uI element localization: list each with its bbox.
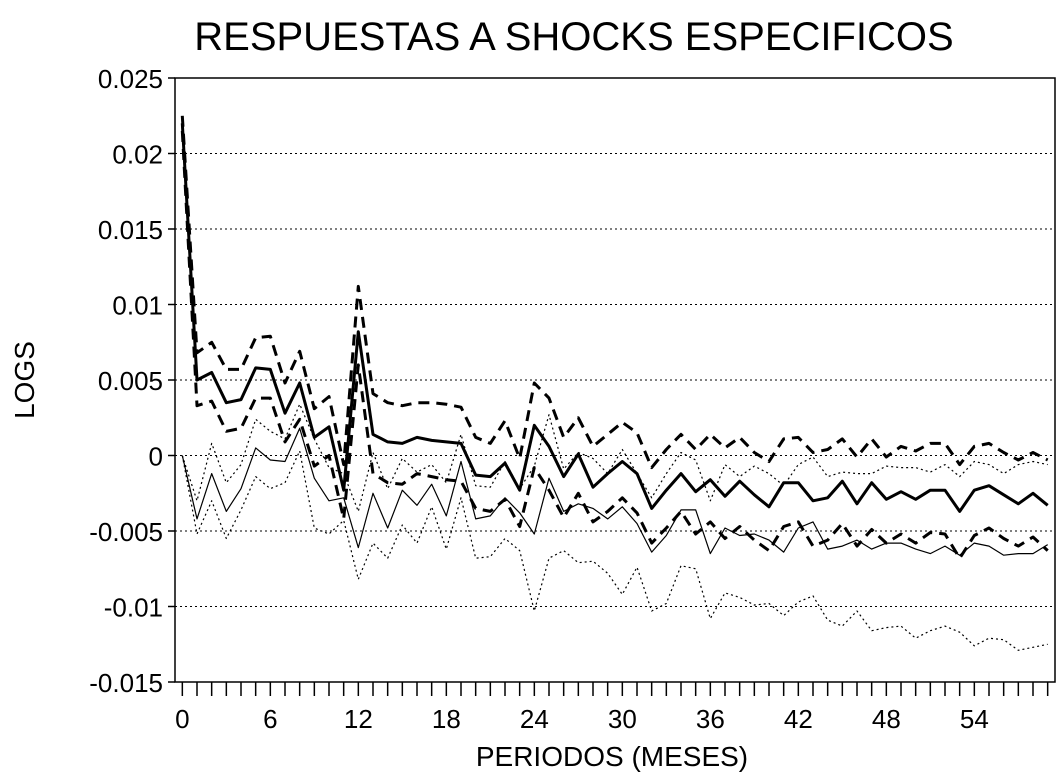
series-line-3-thick-dashed (180, 130, 1049, 560)
gridlines (175, 153, 1055, 607)
y-tick-label: 0.015 (98, 215, 163, 245)
chart-title: RESPUESTAS A SHOCKS ESPECIFICOS (194, 15, 953, 59)
x-tick-label: 18 (432, 704, 461, 734)
y-tick-label: 0.025 (98, 64, 163, 94)
series-lines (180, 115, 1049, 651)
y-tick-label: 0.005 (98, 366, 163, 396)
x-tick-label: 12 (344, 704, 373, 734)
y-tick-label: -0.01 (104, 593, 163, 623)
x-axis-label: PERIODOS (MESES) (476, 741, 748, 772)
x-tick-label: 0 (175, 704, 189, 734)
series-line-6-thin-dotted (181, 403, 1048, 512)
x-tick-label: 54 (960, 704, 989, 734)
x-tick-label: 36 (696, 704, 725, 734)
series-line-2-thick-dashed (180, 115, 1049, 470)
y-axis-ticks: 0.025 0.02 0.015 0.01 0.005 0 -0.005 -0.01 -0.01… (89, 64, 175, 698)
series-line-5-thin-dotted (181, 450, 1048, 651)
y-tick-label: 0 (149, 442, 163, 472)
plot-frame (174, 77, 1056, 683)
x-tick-label: 42 (784, 704, 813, 734)
y-tick-label: -0.005 (89, 517, 163, 547)
x-tick-label: 6 (263, 704, 277, 734)
x-tick-label: 48 (872, 704, 901, 734)
y-tick-label: 0.01 (112, 291, 163, 321)
y-axis-label: LOGS (9, 341, 40, 419)
x-tick-label: 30 (608, 704, 637, 734)
y-tick-label: 0.02 (112, 140, 163, 170)
x-axis-ticks: 0 6 12 18 24 30 36 42 48 54 (175, 682, 1049, 734)
series-line-1-thick-solid (180, 123, 1049, 513)
series-line-4-thin-solid (181, 427, 1049, 556)
y-tick-label: -0.015 (89, 668, 163, 698)
x-tick-label: 24 (520, 704, 549, 734)
